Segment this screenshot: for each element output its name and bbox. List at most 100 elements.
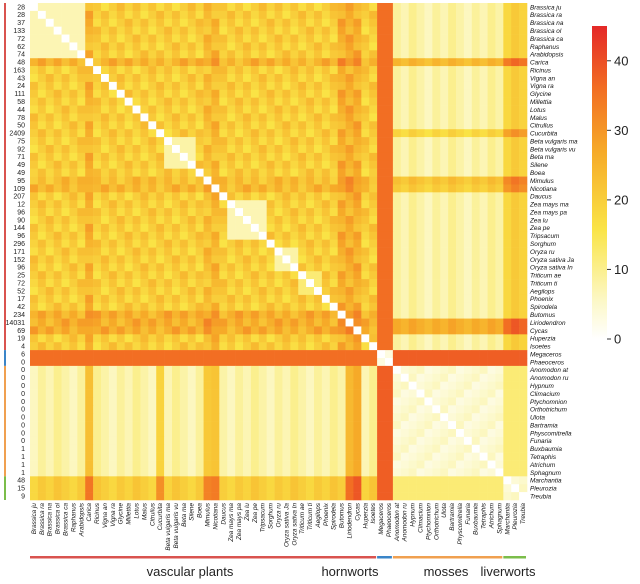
heatmap-cell	[290, 452, 299, 461]
group-color-bars-bottom	[30, 556, 526, 559]
heatmap-cell	[195, 121, 204, 130]
heatmap-cell	[440, 334, 449, 343]
heatmap-cell	[298, 334, 307, 343]
heatmap-cell	[448, 18, 457, 27]
heatmap-cell	[456, 302, 465, 311]
heatmap-cell	[519, 239, 528, 248]
heatmap-cell	[211, 129, 220, 138]
heatmap-cell	[353, 389, 362, 398]
heatmap-cell	[369, 436, 378, 446]
heatmap-cell	[274, 271, 283, 280]
heatmap-cell	[432, 231, 441, 240]
heatmap-cell	[345, 113, 354, 122]
heatmap-cell	[345, 484, 354, 493]
heatmap-cell	[503, 18, 512, 27]
heatmap-cell	[432, 294, 441, 304]
heatmap-cell	[306, 271, 315, 280]
heatmap-cell	[400, 137, 409, 146]
heatmap-cell	[108, 326, 118, 335]
heatmap-cell	[463, 373, 473, 382]
heatmap-cell	[101, 137, 110, 146]
heatmap-cell	[124, 137, 133, 146]
heatmap-cell	[416, 113, 425, 122]
heatmap-cell	[61, 216, 70, 225]
heatmap-cell	[329, 18, 338, 27]
heatmap-cell	[258, 50, 267, 59]
heatmap-cell	[179, 223, 189, 233]
heatmap-cell	[511, 137, 520, 146]
heatmap-cell	[266, 484, 275, 493]
heatmap-cell	[235, 492, 244, 501]
heatmap-cell	[416, 460, 425, 469]
heatmap-cell	[195, 58, 204, 67]
heatmap-cell	[164, 302, 173, 311]
heatmap-cell	[30, 421, 39, 430]
heatmap-cell	[392, 365, 402, 375]
heatmap-cell	[250, 318, 260, 327]
heatmap-cell	[148, 413, 157, 422]
heatmap-cell	[511, 318, 520, 327]
heatmap-cell	[274, 121, 283, 130]
heatmap-cell	[30, 231, 39, 240]
heatmap-cell	[298, 18, 307, 27]
species-label: Zea mays ma	[529, 202, 569, 209]
heatmap-cell	[345, 152, 354, 162]
heatmap-cell	[156, 373, 165, 382]
heatmap-cell	[53, 239, 62, 248]
heatmap-cell	[361, 413, 370, 422]
heatmap-cell	[408, 373, 417, 382]
heatmap-cell	[329, 145, 338, 154]
heatmap-cell	[45, 342, 54, 351]
heatmap-cell	[392, 436, 402, 446]
heatmap-cell	[219, 200, 228, 209]
heatmap-cell	[361, 436, 370, 446]
row-count-label: 42	[17, 304, 25, 311]
heatmap-cell	[424, 121, 433, 130]
heatmap-cell	[156, 389, 165, 398]
heatmap-cell	[219, 405, 228, 414]
heatmap-cell	[108, 137, 118, 146]
heatmap-cell	[45, 263, 54, 272]
heatmap-cell	[250, 152, 260, 162]
heatmap-cell	[503, 200, 512, 209]
heatmap-cell	[116, 389, 125, 398]
heatmap-cell	[45, 373, 54, 382]
heatmap-cell	[156, 294, 165, 304]
heatmap-cell	[345, 145, 354, 154]
heatmap-cell	[479, 287, 488, 296]
heatmap-cell	[211, 247, 220, 256]
heatmap-cell	[345, 444, 354, 453]
heatmap-cell	[479, 239, 488, 248]
heatmap-cell	[211, 358, 220, 367]
heatmap-cell	[77, 105, 86, 114]
heatmap-cell	[432, 492, 441, 501]
heatmap-cell	[471, 160, 480, 169]
heatmap-cell	[108, 310, 118, 319]
heatmap-cell	[416, 58, 425, 67]
heatmap-cell	[361, 168, 370, 177]
heatmap-cell	[101, 145, 110, 154]
heatmap-cell	[353, 444, 362, 453]
heatmap-cell	[440, 365, 449, 375]
heatmap-cell	[519, 58, 528, 67]
heatmap-cell	[274, 168, 283, 177]
heatmap-cell	[361, 350, 370, 359]
heatmap-cell	[495, 50, 504, 59]
heatmap-cell	[408, 429, 417, 438]
heatmap-cell	[282, 121, 291, 130]
heatmap-cell	[321, 66, 331, 75]
heatmap-cell	[195, 168, 204, 177]
heatmap-cell	[30, 223, 39, 233]
heatmap-cell	[195, 81, 204, 91]
heatmap-cell	[416, 97, 425, 106]
heatmap-cell	[456, 223, 465, 233]
heatmap-cell	[140, 405, 149, 414]
heatmap-cell	[400, 294, 409, 304]
heatmap-cell	[479, 436, 488, 446]
heatmap-cell	[93, 492, 102, 501]
heatmap-cell	[408, 121, 417, 130]
heatmap-cell	[219, 42, 228, 51]
heatmap-cell	[140, 121, 149, 130]
heatmap-cell	[353, 26, 362, 35]
heatmap-cell	[53, 192, 62, 201]
